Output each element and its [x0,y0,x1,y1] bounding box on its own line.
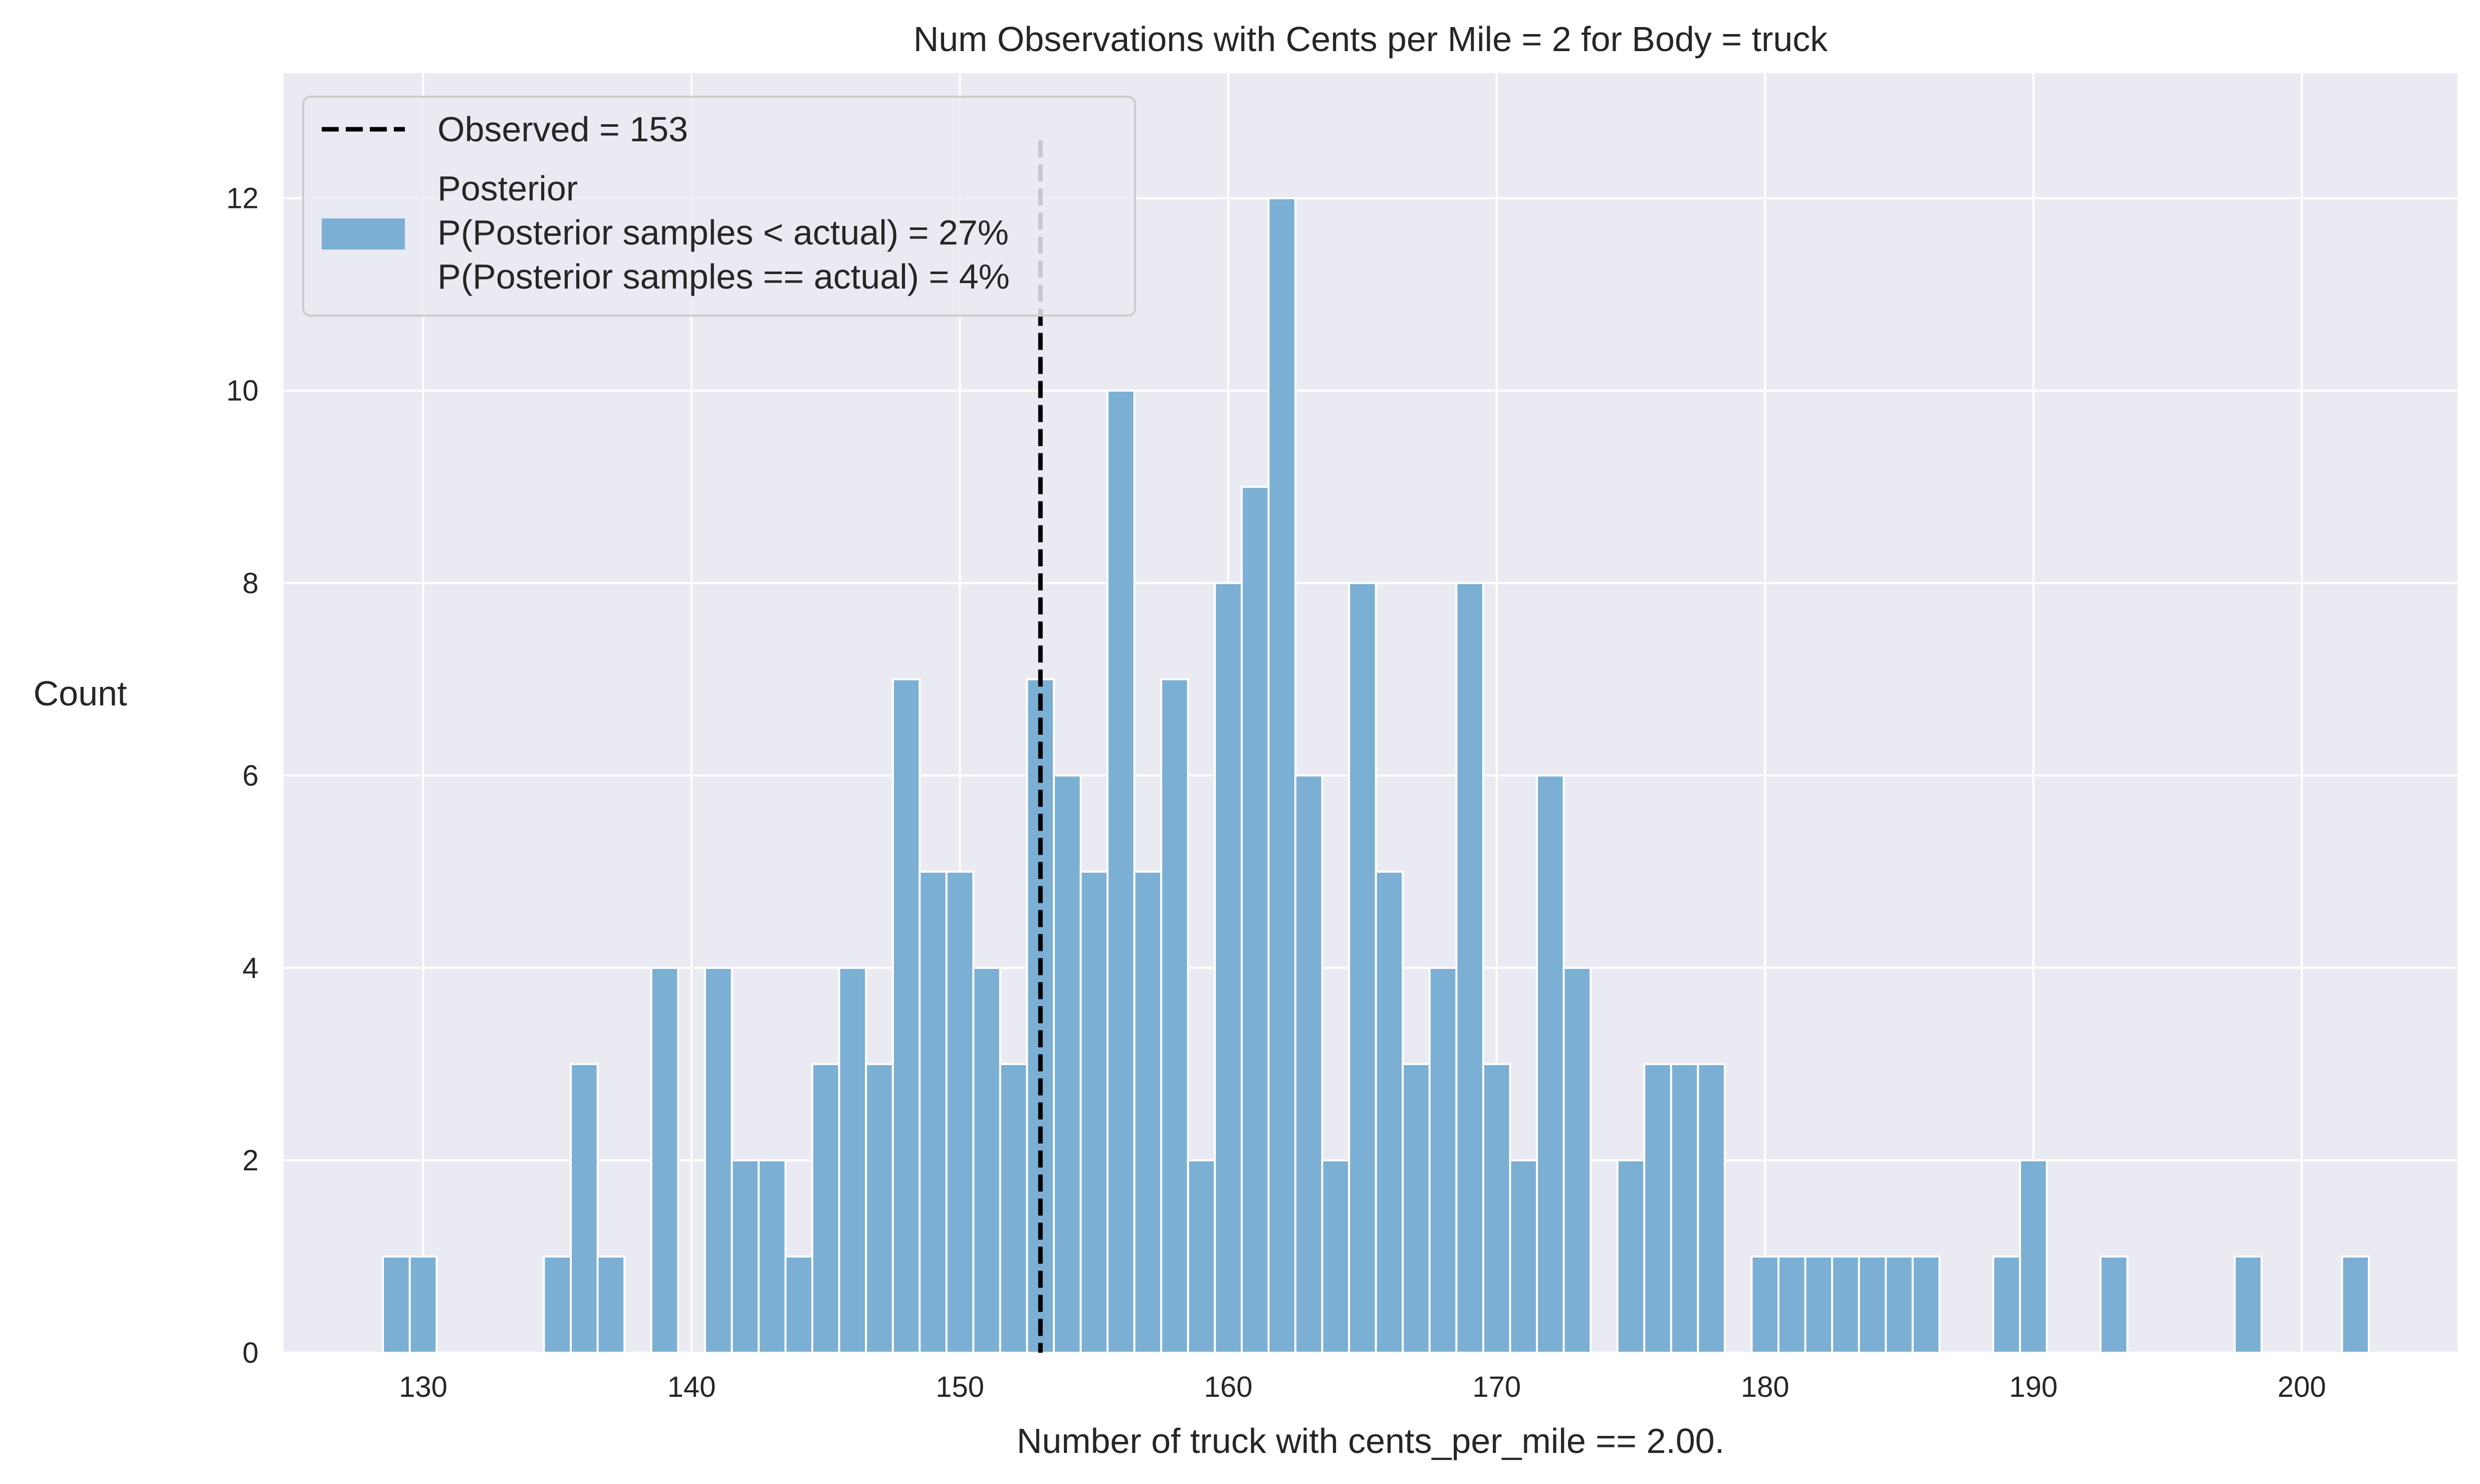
legend-posterior-label: Posterior [437,169,578,208]
y-tick-label: 2 [243,1144,259,1177]
y-tick-label: 4 [243,952,259,984]
x-tick-label: 150 [936,1371,984,1403]
histogram-bar [543,1255,572,1354]
axis-ticks: 130 140 150 160 170 180 190 200 0 2 4 6 8 10 12 [226,182,2326,1403]
histogram-bar [757,1159,787,1354]
histogram-bar [1348,582,1377,1354]
chart-title: Num Observations with Cents per Mile = 2… [914,20,1829,59]
histogram-bar [1482,1063,1511,1354]
histogram-bar [1187,1159,1216,1354]
histogram-bar [1214,582,1243,1354]
histogram-bar [1911,1255,1941,1354]
histogram-bar [1133,870,1163,1354]
x-tick-label: 140 [667,1371,716,1403]
x-tick-label: 160 [1204,1371,1253,1403]
histogram-bar [1375,870,1404,1354]
histogram-bar [1267,197,1297,1354]
histogram-bar [408,1255,438,1354]
x-axis-label: Number of truck with cents_per_mile == 2… [1017,1421,1724,1460]
legend-box [302,96,1136,317]
histogram-bar [945,870,975,1354]
histogram-bar [1831,1255,1860,1354]
x-tick-label: 200 [2278,1371,2326,1403]
histogram-bar [2233,1255,2263,1354]
histogram-bar [919,870,948,1354]
histogram-bar [1053,774,1082,1354]
legend-observed-label: Observed = 153 [437,110,688,149]
histogram-bar [811,1063,840,1354]
histogram-bar [891,678,921,1354]
histogram-bar [570,1063,599,1354]
histogram-bar [1858,1255,1887,1354]
histogram-bar [1992,1255,2021,1354]
histogram-bar [1885,1255,1914,1354]
histogram-bar [2099,1255,2129,1354]
histogram-bar [865,1063,894,1354]
histogram-bar [1670,1063,1699,1354]
y-tick-label: 10 [226,375,259,407]
x-tick-label: 170 [1472,1371,1521,1403]
histogram-bar [1079,870,1109,1354]
x-tick-label: 180 [1741,1371,1789,1403]
histogram-bar [1509,1159,1538,1354]
y-axis-label: Count [34,674,127,713]
legend: Observed = 153 Posterior P(Posterior sam… [302,96,1136,317]
histogram-bar [704,966,733,1354]
histogram-bar [650,966,680,1354]
histogram-bar [1402,1063,1431,1354]
histogram-bar [784,1255,814,1354]
histogram-bar [382,1255,411,1354]
x-tick-label: 130 [399,1371,447,1403]
histogram-bar [1160,678,1189,1354]
histogram-bar [1643,1063,1672,1354]
histogram-bar [972,966,1001,1354]
x-tick-label: 190 [2009,1371,2058,1403]
histogram-bar [1750,1255,1780,1354]
histogram-bar [1777,1255,1807,1354]
histogram-bar [596,1255,626,1354]
histogram-bar [1240,485,1270,1354]
histogram-bars [382,197,2370,1354]
histogram-bar [2341,1255,2370,1354]
histogram-bar [1321,1159,1350,1354]
histogram-bar [1106,389,1136,1354]
legend-posterior-equal-label: P(Posterior samples == actual) = 4% [437,257,1010,296]
histogram-bar [838,966,867,1354]
legend-posterior-less-label: P(Posterior samples < actual) = 27% [437,213,1009,252]
histogram-bar [1697,1063,1726,1354]
y-tick-label: 6 [243,760,259,792]
histogram-bar [1536,774,1565,1354]
histogram-bar [1455,582,1484,1354]
histogram-bar [1428,966,1458,1354]
histogram-bar [2019,1159,2048,1354]
y-tick-label: 0 [243,1337,259,1369]
y-tick-label: 12 [226,182,259,215]
histogram-bar [1804,1255,1834,1354]
y-tick-label: 8 [243,567,259,600]
histogram-bar [731,1159,760,1354]
histogram-bar [1294,774,1323,1354]
histogram-bar [1616,1159,1646,1354]
legend-posterior-swatch [322,218,405,250]
histogram-bar [1562,966,1592,1354]
histogram-bar [999,1063,1028,1354]
